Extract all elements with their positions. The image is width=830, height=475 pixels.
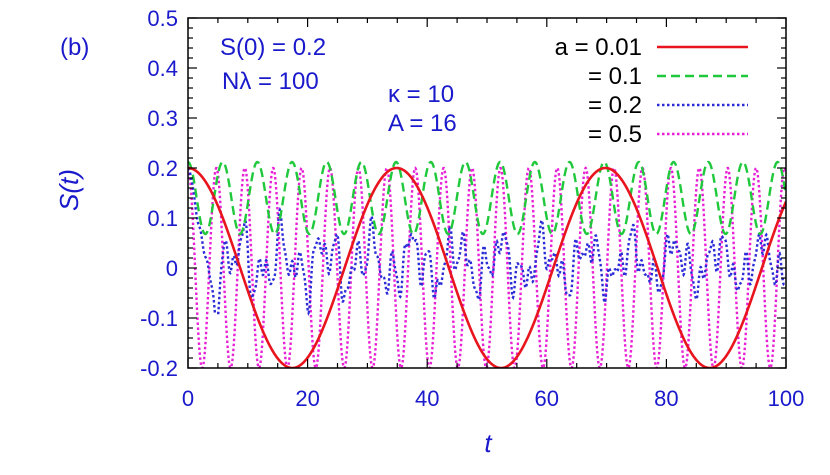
annotation-nlambda: Nλ = 100: [222, 68, 319, 95]
x-tick-label: 20: [295, 386, 319, 411]
x-tick-label: 40: [415, 386, 439, 411]
y-tick-label: 0.4: [147, 56, 178, 81]
legend-label-1: = 0.1: [588, 63, 642, 90]
legend-label-0: a = 0.01: [555, 34, 642, 61]
legend: a = 0.01= 0.1= 0.2= 0.5: [555, 34, 748, 148]
x-tick-label: 100: [768, 386, 805, 411]
y-axis-label: S(t): [54, 169, 84, 211]
x-tick-label: 80: [654, 386, 678, 411]
series-line-1: [188, 160, 786, 236]
x-tick-label: 60: [535, 386, 559, 411]
annotation-amp: A = 16: [388, 110, 457, 137]
x-axis-label: t: [484, 428, 493, 458]
series-line-2: [188, 167, 786, 316]
annotation-kappa: κ = 10: [388, 81, 454, 108]
y-tick-labels: -0.2 -0.1 0 0.1 0.2 0.3 0.4 0.5: [140, 6, 178, 381]
y-tick-label: -0.1: [140, 306, 178, 331]
y-tick-label: 0.1: [147, 206, 178, 231]
y-tick-label: 0.3: [147, 106, 178, 131]
y-tick-label: 0: [166, 256, 178, 281]
annotation-s0: S(0) = 0.2: [220, 34, 326, 61]
y-tick-label: 0.5: [147, 6, 178, 31]
series-line-0: [188, 166, 786, 368]
legend-label-2: = 0.2: [588, 92, 642, 119]
y-tick-label: -0.2: [140, 356, 178, 381]
x-tick-label: 0: [182, 386, 194, 411]
panel-label: (b): [60, 34, 89, 61]
y-tick-label: 0.2: [147, 156, 178, 181]
x-tick-labels: 0 20 40 60 80 100: [182, 386, 804, 411]
legend-label-3: = 0.5: [588, 121, 642, 148]
plot-frame: [187, 17, 787, 369]
